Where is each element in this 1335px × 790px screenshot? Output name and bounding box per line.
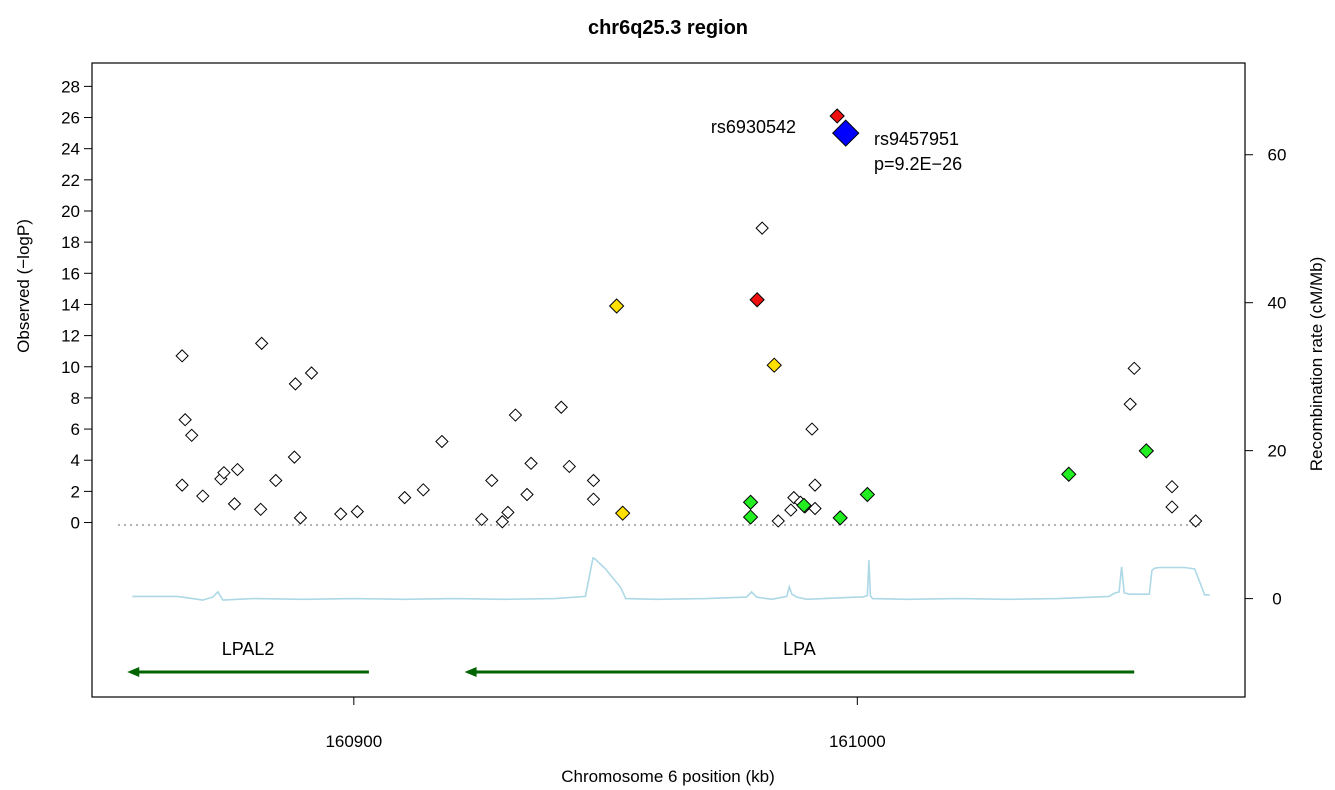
- snp-point: [1165, 500, 1179, 514]
- snp-point: [832, 510, 848, 526]
- gene-label-lpal2: LPAL2: [222, 639, 275, 659]
- snp-point: [859, 486, 876, 503]
- snp-point: [755, 221, 769, 235]
- y2-tick-label: 20: [1268, 442, 1287, 461]
- snp-point: [1188, 514, 1203, 528]
- snp-point: [269, 473, 283, 488]
- y-tick-label: 2: [71, 482, 80, 501]
- snp-point: [808, 478, 822, 492]
- snp-point: [175, 349, 189, 363]
- snp-point: [1061, 466, 1077, 482]
- y2-tick-label: 60: [1268, 146, 1287, 165]
- y-tick-label: 26: [61, 109, 80, 128]
- snp-point: [1123, 397, 1137, 411]
- y-axis-label: Observed (−logP): [14, 219, 33, 353]
- snp-point: [293, 511, 308, 525]
- y-tick-label: 6: [71, 420, 80, 439]
- snp-point: [1138, 443, 1155, 459]
- snp-point: [805, 422, 819, 436]
- gene-track: LPAL2 LPA: [127, 639, 1135, 677]
- y-tick-label: 0: [71, 514, 80, 533]
- y-tick-label: 28: [61, 77, 80, 96]
- y-tick-label: 20: [61, 202, 80, 221]
- gene-arrowhead-lpa: [464, 667, 477, 677]
- snp-point: [562, 459, 577, 474]
- snp-point: [586, 473, 601, 488]
- snp-point: [808, 501, 822, 516]
- snp-point: [586, 492, 601, 506]
- snp-point: [1165, 479, 1179, 494]
- snp-point: [742, 494, 759, 510]
- annotation-rs9457951: rs9457951: [874, 129, 959, 149]
- snp-point: [227, 497, 242, 511]
- snp-point: [474, 512, 489, 527]
- gene-label-lpa: LPA: [783, 639, 816, 659]
- y-tick-label: 10: [61, 358, 80, 377]
- snp-point: [501, 505, 515, 520]
- snp-point: [771, 514, 785, 528]
- snp-point: [397, 490, 412, 505]
- snp-point: [334, 507, 348, 521]
- snp-point: [614, 505, 631, 521]
- snp-point: [520, 487, 534, 502]
- snp-point: [175, 478, 189, 492]
- y2-tick-label: 40: [1268, 294, 1287, 313]
- y-tick-label: 8: [71, 389, 80, 408]
- lead-snp-point: [832, 119, 860, 147]
- snp-point: [742, 509, 759, 525]
- snp-point: [350, 504, 365, 519]
- snp-point: [1127, 361, 1141, 376]
- snp-point: [766, 357, 782, 373]
- x-axis: 160900 161000: [325, 697, 886, 751]
- annotation-lead-pvalue: p=9.2E−26: [874, 154, 962, 174]
- y-tick-label: 12: [61, 327, 80, 346]
- snp-point: [217, 465, 231, 480]
- snp-point: [178, 413, 192, 427]
- snp-point: [554, 400, 568, 414]
- snp-point: [304, 366, 319, 380]
- snp-point: [495, 515, 510, 529]
- y-tick-label: 4: [71, 451, 80, 470]
- snp-point: [829, 108, 845, 124]
- chart-title: chr6q25.3 region: [588, 17, 748, 39]
- y2-axis-label: Recombination rate (cM/Mb): [1307, 257, 1326, 471]
- y-axis-right: 0 20 40 60: [1244, 146, 1287, 609]
- snp-point: [749, 292, 765, 308]
- y-tick-label: 18: [61, 233, 80, 252]
- snp-point: [608, 298, 625, 314]
- gene-arrowhead-lpal2: [127, 667, 140, 677]
- y-tick-label: 22: [61, 171, 80, 190]
- snp-point: [288, 377, 303, 391]
- snp-point: [287, 450, 302, 464]
- snp-point: [253, 502, 268, 516]
- annotation-rs6930542: rs6930542: [711, 117, 796, 137]
- snp-point: [784, 503, 798, 517]
- snp-point: [230, 462, 245, 477]
- snp-point: [796, 497, 812, 514]
- snp-point: [184, 428, 199, 443]
- y-tick-label: 16: [61, 264, 80, 283]
- y-tick-label: 24: [61, 140, 80, 159]
- snp-point: [254, 336, 269, 351]
- snp-point: [196, 489, 210, 503]
- snp-point: [524, 456, 538, 471]
- snp-point: [416, 483, 431, 497]
- snp-point: [508, 408, 523, 422]
- snp-point: [485, 473, 499, 488]
- x-tick-label: 160900: [325, 732, 382, 751]
- snp-points: [175, 108, 1203, 529]
- x-axis-label: Chromosome 6 position (kb): [561, 767, 775, 786]
- recombination-rate-line: [132, 556, 1210, 601]
- y-tick-label: 14: [61, 295, 80, 314]
- x-tick-label: 161000: [829, 732, 886, 751]
- plot-area: [91, 62, 1246, 698]
- y2-tick-label: 0: [1272, 590, 1281, 609]
- snp-point: [435, 434, 449, 449]
